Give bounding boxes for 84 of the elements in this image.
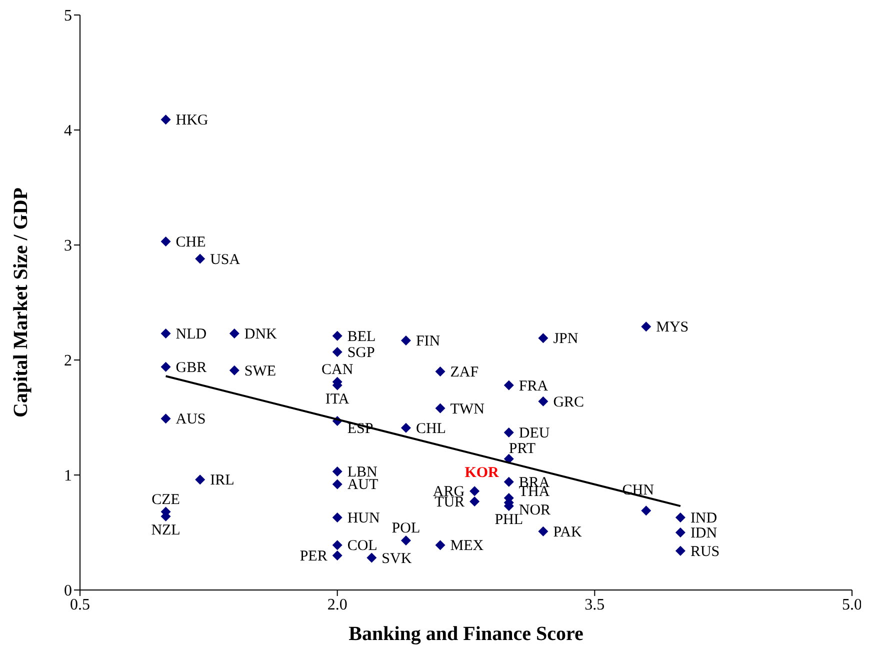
point — [504, 427, 514, 438]
x-axis-title: Banking and Finance Score — [348, 623, 584, 645]
point — [675, 528, 686, 538]
annotation: CHE — [176, 234, 206, 251]
point — [400, 536, 411, 546]
point — [160, 414, 171, 424]
annotation: SWE — [244, 363, 276, 380]
point — [504, 476, 514, 487]
point — [332, 330, 342, 341]
annotation: USA — [210, 252, 240, 268]
annotation: BEL — [347, 328, 376, 345]
annotation: SGP — [347, 344, 375, 361]
annotation: GRC — [553, 394, 584, 410]
point — [435, 366, 446, 376]
annotation: DEU — [518, 425, 550, 442]
annotation: FRA — [518, 378, 548, 394]
annotation: PAK — [553, 524, 582, 540]
point — [675, 546, 686, 556]
point — [332, 346, 342, 357]
annotation: PER — [300, 548, 328, 564]
annotation: DNK — [244, 326, 278, 343]
point — [470, 496, 480, 506]
annotation: RUS — [690, 544, 720, 560]
annotation: JPN — [553, 331, 578, 348]
point — [332, 512, 342, 523]
point — [229, 365, 240, 376]
point — [332, 479, 342, 490]
point — [366, 552, 377, 563]
annotation: MEX — [450, 538, 484, 554]
y-tick-label: 1 — [64, 468, 72, 485]
annotation: MYS — [656, 320, 689, 336]
x-tick-label: 2.0 — [327, 596, 348, 614]
y-tick-label: 2 — [64, 352, 72, 370]
point — [400, 335, 411, 346]
annotation: CHL — [416, 420, 446, 437]
annotation: NZL — [151, 522, 180, 538]
annotation: TWN — [450, 401, 485, 418]
point — [160, 114, 171, 125]
point — [675, 512, 686, 523]
annotation: HKG — [176, 112, 208, 129]
y-tick-label: 0 — [64, 582, 72, 600]
point — [160, 236, 171, 247]
annotation: FIN — [416, 333, 440, 350]
annotation: AUS — [176, 412, 206, 428]
annotation: IDN — [690, 526, 718, 542]
annotation: COL — [347, 538, 378, 554]
point — [332, 550, 342, 560]
point — [160, 362, 171, 372]
x-tick-label: 0.5 — [70, 596, 90, 614]
x-tick-label: 3.5 — [584, 596, 605, 614]
annotation: PRT — [508, 440, 536, 457]
y-tick-label: 4 — [64, 122, 72, 140]
annotation: CAN — [321, 362, 354, 378]
annotation: KOR — [464, 465, 500, 482]
point — [538, 396, 548, 406]
y-tick-label: 5 — [64, 8, 72, 25]
annotation: SVK — [382, 550, 412, 567]
annotation: AUT — [347, 477, 378, 494]
annotation: CZE — [152, 492, 180, 508]
point — [195, 254, 206, 264]
point — [504, 380, 514, 390]
point — [538, 333, 548, 344]
annotation: IRL — [210, 472, 234, 489]
point — [470, 486, 480, 496]
point — [435, 540, 446, 550]
annotation: POL — [392, 520, 420, 537]
point — [332, 540, 342, 550]
y-axis-title: Capital Market Size / GDP — [10, 188, 32, 418]
y-tick-label: 3 — [64, 238, 72, 255]
point — [435, 403, 446, 414]
point — [400, 422, 411, 433]
point — [332, 466, 342, 477]
annotation: GBR — [176, 360, 207, 376]
point — [538, 526, 548, 536]
point — [195, 474, 206, 485]
point — [641, 322, 652, 332]
annotation: HUN — [347, 510, 380, 527]
point — [641, 506, 652, 516]
point — [160, 328, 171, 339]
annotation: IND — [690, 510, 718, 527]
annotation: NLD — [176, 326, 207, 343]
annotation: ITA — [325, 391, 350, 408]
point — [229, 328, 240, 339]
annotation: ZAF — [450, 364, 479, 380]
